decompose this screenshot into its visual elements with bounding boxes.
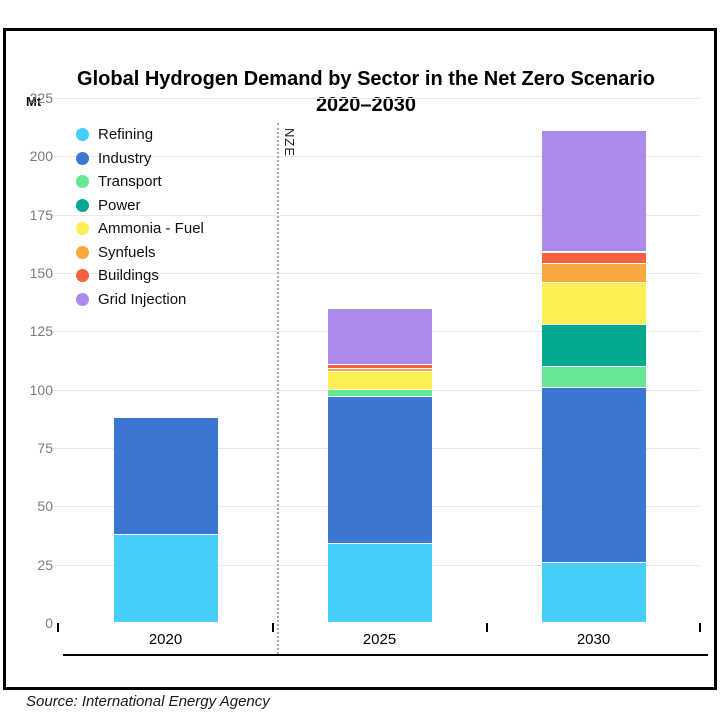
legend-item-industry: Industry (76, 147, 204, 171)
bar-segment-transport-2025 (327, 390, 432, 397)
legend-label: Industry (98, 149, 152, 167)
x-axis-tick (271, 623, 274, 632)
legend-swatch-icon (76, 222, 89, 236)
bar-segment-ammonia-fuel-2030 (541, 282, 646, 324)
y-axis-tick-label: 25 (37, 556, 53, 573)
legend-label: Grid Injection (98, 290, 187, 308)
legend-label: Ammonia - Fuel (98, 220, 204, 238)
x-axis-category-label: 2030 (576, 631, 611, 648)
x-axis-category-label: 2025 (362, 631, 397, 648)
y-axis-tick-label: 100 (29, 381, 53, 398)
legend-item-synfuels: Synfuels (76, 241, 204, 265)
gridline (50, 214, 700, 216)
legend-item-ammonia-fuel: Ammonia - Fuel (76, 217, 204, 241)
bar-segment-industry-2025 (327, 397, 432, 544)
bar-segment-buildings-2025 (327, 364, 432, 369)
bar-segment-power-2030 (541, 324, 646, 366)
nze-annotation-label: NZE (282, 128, 297, 157)
y-axis-tick-label: 175 (29, 206, 53, 223)
bar-segment-industry-2020 (113, 418, 218, 534)
gridline (50, 273, 700, 274)
legend-label: Refining (98, 126, 154, 144)
bar-segment-refining-2030 (541, 562, 646, 623)
legend-swatch-icon (76, 175, 89, 189)
legend-swatch-icon (76, 151, 89, 165)
nze-dotted-divider-line (277, 123, 279, 654)
legend-label: Power (98, 196, 141, 214)
legend: Refining Industry Transport Power Ammonia - … (76, 123, 204, 311)
bar-segment-synfuels-2025 (327, 369, 432, 371)
legend-item-transport: Transport (76, 170, 204, 194)
x-axis-tick (57, 623, 59, 632)
legend-item-refining: Refining (76, 123, 204, 147)
legend-label: Buildings (98, 267, 159, 285)
chart-title: Global Hydrogen Demand by Sector in the … (77, 68, 655, 90)
bar-segment-transport-2030 (541, 366, 646, 387)
bar-segment-ammonia-fuel-2025 (327, 371, 432, 390)
legend-label: Transport (98, 173, 162, 191)
bar-segment-industry-2030 (541, 387, 646, 562)
x-axis-baseline (63, 654, 708, 656)
chart-frame: Global Hydrogen Demand by Sector in the … (3, 28, 717, 710)
legend-item-power: Power (76, 194, 204, 218)
gridline (50, 156, 700, 158)
y-axis-tick-label: 200 (29, 148, 53, 165)
y-axis-tick-label: 0 (45, 615, 53, 631)
legend-swatch-icon (76, 198, 89, 212)
chart-subtitle: 2020–2030 (315, 94, 417, 116)
x-axis-tick (485, 623, 488, 632)
y-axis-tick-label: 225 (29, 90, 53, 106)
bar-segment-refining-2025 (327, 544, 432, 623)
bar-segment-grid-injection-2025 (327, 308, 432, 364)
gridline (50, 98, 700, 99)
bar-segment-buildings-2030 (541, 252, 646, 264)
x-axis-category-label: 2020 (148, 631, 183, 648)
x-axis-tick (699, 623, 701, 632)
bar-segment-refining-2020 (113, 534, 218, 623)
y-axis-tick-label: 75 (37, 440, 53, 456)
legend-swatch-icon (76, 269, 89, 283)
legend-swatch-icon (76, 292, 89, 306)
y-axis-tick-label: 125 (29, 323, 53, 340)
legend-swatch-icon (76, 245, 89, 259)
y-axis-tick-label: 50 (37, 498, 53, 515)
legend-item-grid-injection: Grid Injection (76, 288, 204, 312)
y-axis-unit-label: Mt (26, 94, 42, 109)
legend-swatch-icon (76, 128, 89, 142)
source-attribution: Source: International Energy Agency (26, 693, 270, 710)
bar-segment-grid-injection-2030 (541, 131, 646, 252)
bar-segment-synfuels-2030 (541, 264, 646, 282)
legend-label: Synfuels (98, 243, 156, 261)
legend-item-buildings: Buildings (76, 264, 204, 288)
y-axis-tick-label: 150 (29, 265, 53, 281)
